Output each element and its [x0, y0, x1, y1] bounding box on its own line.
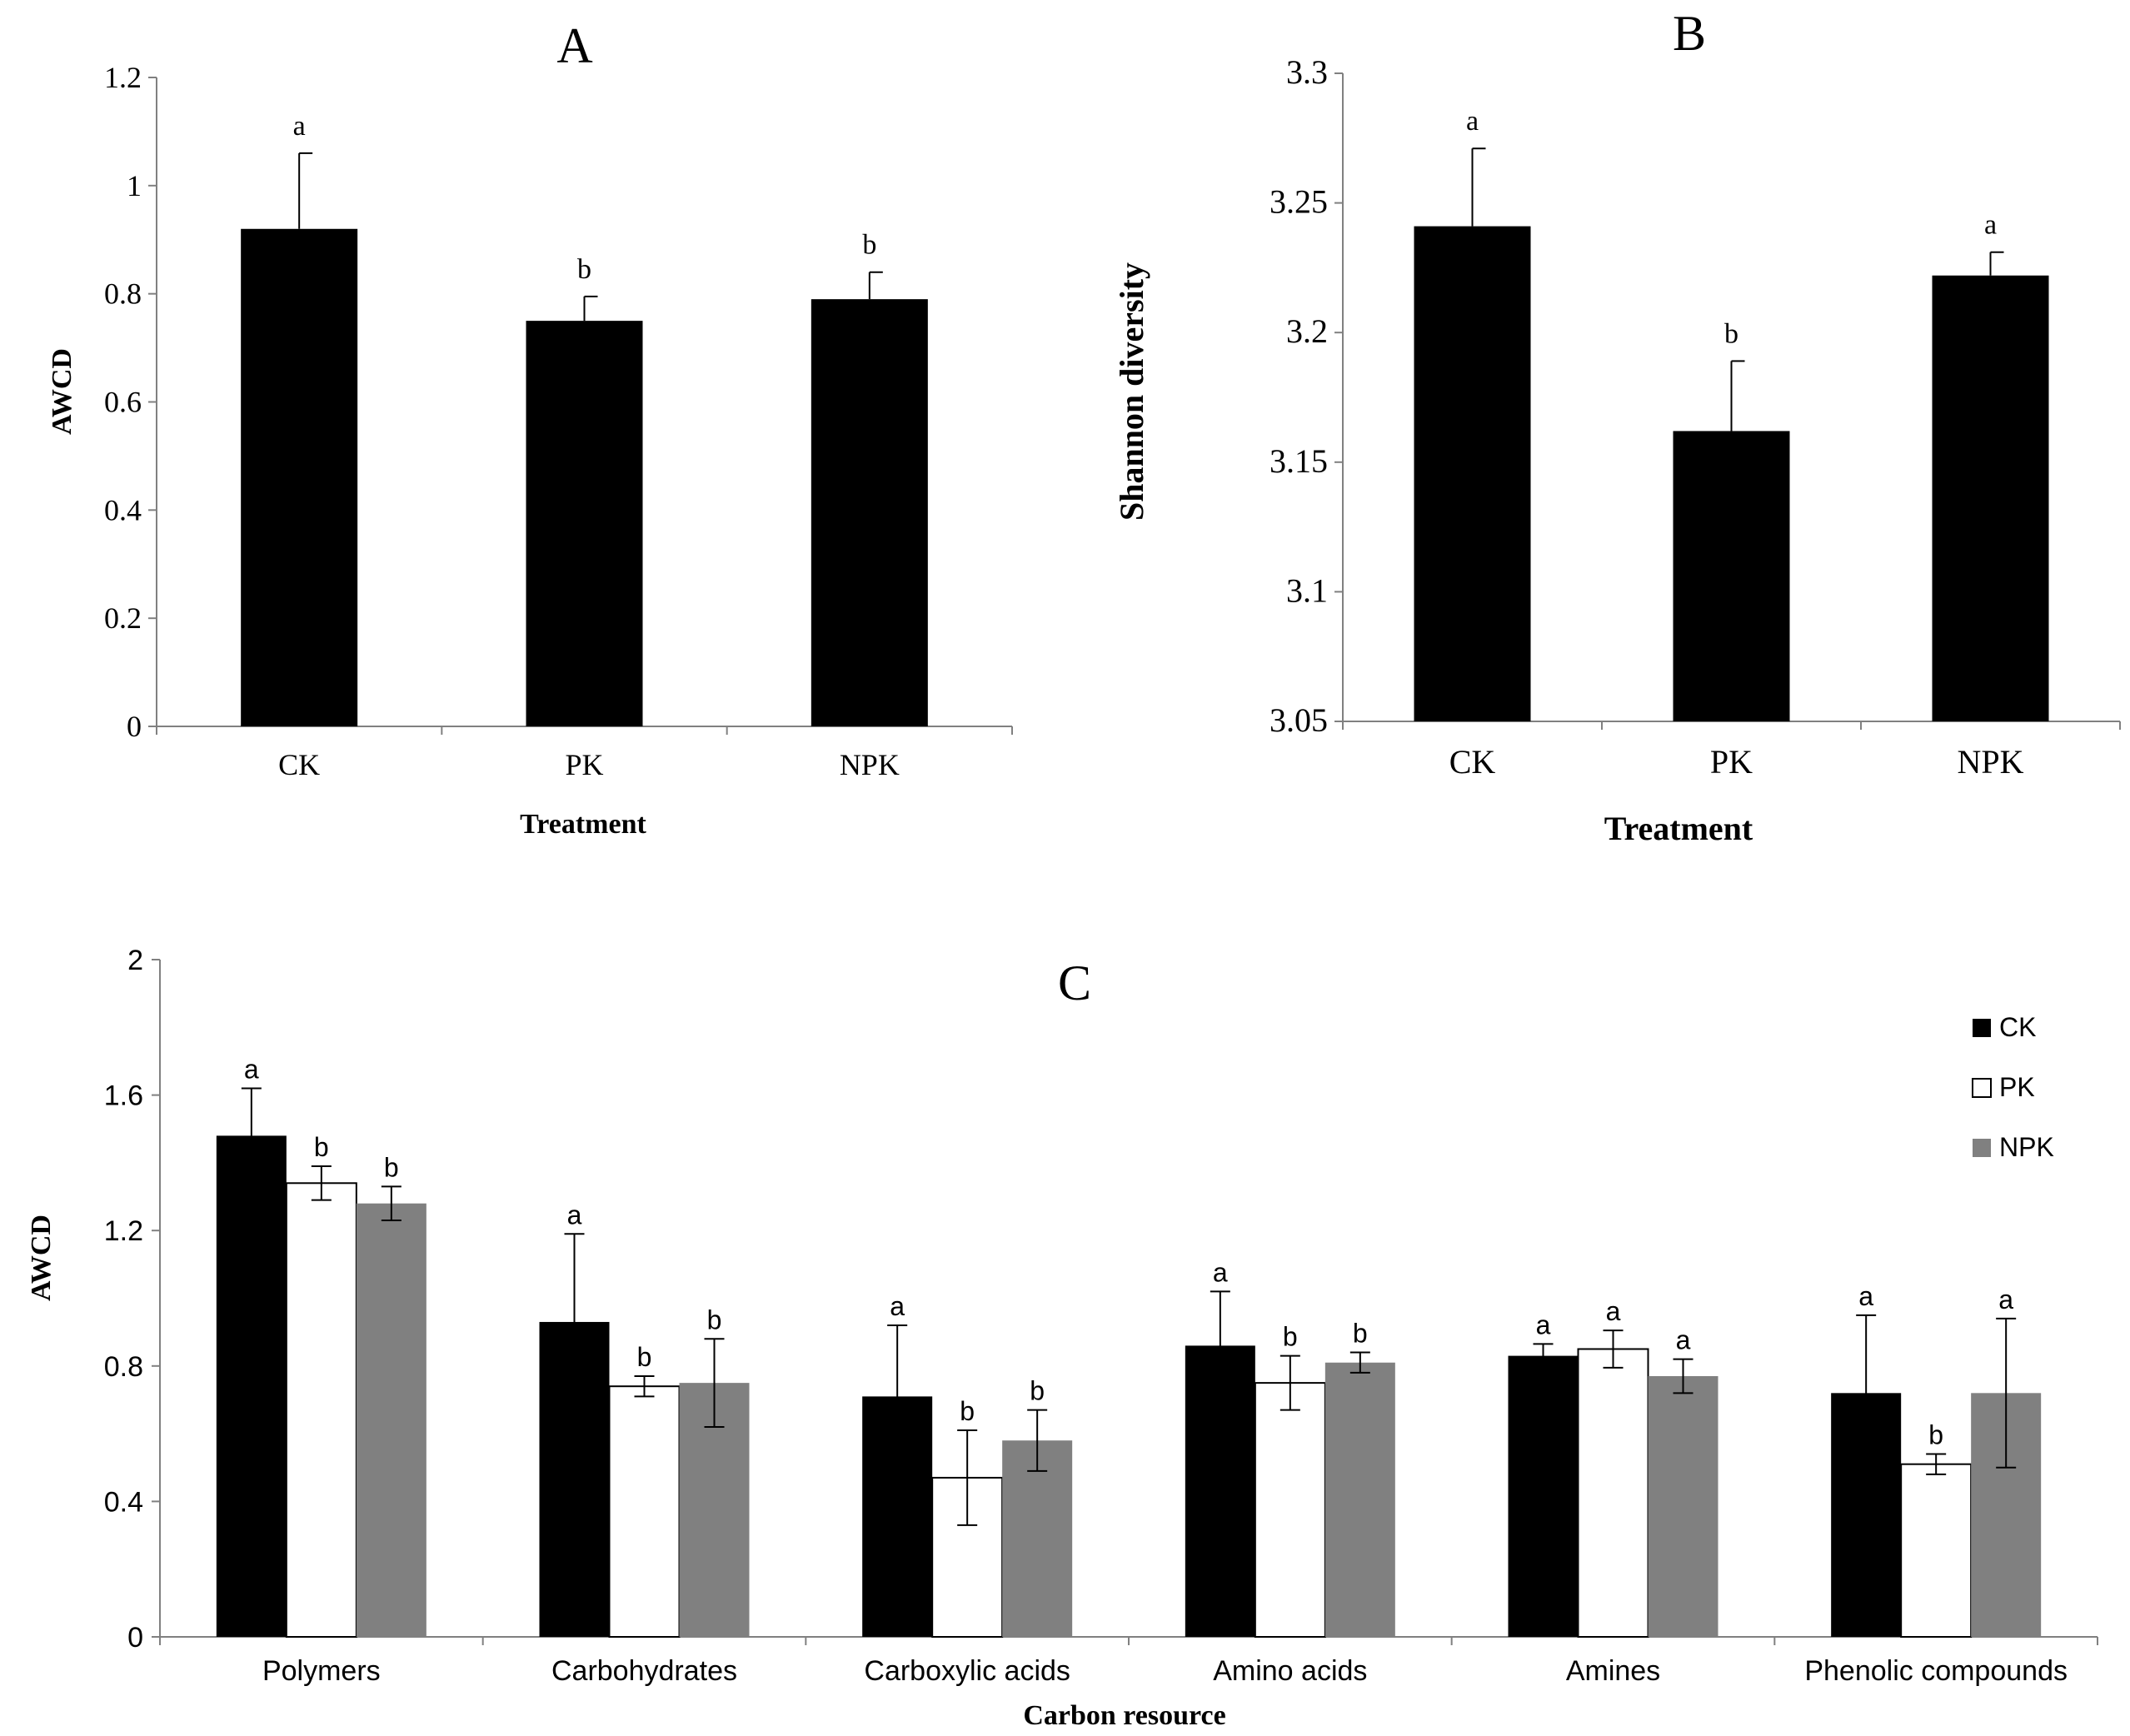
bar-pk [1254, 1382, 1326, 1638]
x-tick-label: PK [565, 748, 603, 781]
legend-label-pk: PK [1999, 1072, 2035, 1102]
panel-a-title: A [556, 18, 592, 73]
bar-npk [1002, 1440, 1073, 1637]
significance-label: b [577, 254, 591, 285]
significance-label: b [637, 1342, 652, 1372]
significance-label: a [293, 111, 306, 142]
bar-pk [1673, 431, 1790, 721]
bar-npk [356, 1203, 426, 1637]
y-tick-label: 0.4 [104, 1486, 143, 1518]
significance-label: b [1928, 1419, 1943, 1449]
legend-label-ck: CK [1999, 1012, 2036, 1042]
significance-label: a [1606, 1296, 1621, 1326]
panel-c: C Carbon resource AWCD CK PK NPK 0 0.4 0.8 1.… [26, 945, 2098, 1731]
legend-swatch-ck [1973, 1019, 1991, 1037]
significance-label: a [244, 1054, 259, 1084]
panel-c-title: C [1058, 955, 1091, 1010]
bar-pk [1900, 1463, 1973, 1639]
y-tick-label: 0 [127, 710, 142, 743]
significance-label: a [1466, 106, 1479, 137]
significance-label: a [1998, 1285, 2013, 1314]
y-tick-label: 1 [127, 169, 142, 202]
significance-label: b [1353, 1319, 1368, 1349]
significance-label: a [1676, 1325, 1691, 1355]
y-tick-label: 3.2 [1286, 312, 1328, 350]
panel-b: B Treatment Shannon diversity 3.05 3.1 3.1… [1113, 6, 2121, 847]
y-tick-label: 3.1 [1286, 571, 1328, 609]
x-tick-label: PK [1710, 743, 1753, 781]
x-tick-label: NPK [840, 748, 900, 781]
x-tick-label: CK [1449, 743, 1496, 781]
x-tick-label: Carboxylic acids [864, 1655, 1070, 1687]
panel-a: A Treatment AWCD 0 0.2 0.4 0.6 0.8 1 1.2 a CK b PK… [47, 18, 1013, 840]
significance-label: b [707, 1304, 722, 1334]
significance-label: b [1724, 318, 1738, 349]
y-tick-label: 1.2 [104, 1215, 143, 1247]
x-tick-label: Polymers [262, 1655, 381, 1687]
bar-ck [1508, 1355, 1579, 1637]
bar-npk [1932, 275, 2049, 722]
x-tick-label: CK [278, 748, 320, 781]
bar-pk [526, 321, 643, 726]
y-tick-label: 1.6 [104, 1080, 143, 1112]
y-tick-label: 3.15 [1270, 442, 1328, 480]
significance-label: a [1984, 210, 1997, 241]
panel-a-x-label: Treatment [520, 809, 646, 840]
bar-pk [608, 1385, 681, 1638]
bar-ck [1414, 226, 1531, 721]
bar-npk [1324, 1362, 1395, 1637]
x-tick-label: Phenolic compounds [1804, 1655, 2068, 1687]
bar-npk [1648, 1375, 1718, 1637]
bar-ck [241, 228, 358, 726]
y-tick-label: 0.8 [104, 1351, 143, 1383]
y-tick-label: 0.6 [104, 386, 142, 419]
legend-swatch-npk [1973, 1139, 1991, 1157]
significance-label: a [890, 1291, 905, 1321]
significance-label: b [1283, 1322, 1298, 1352]
y-tick-label: 3.3 [1286, 53, 1328, 91]
panel-b-x-label: Treatment [1604, 810, 1753, 847]
panel-c-y-label: AWCD [26, 1215, 57, 1301]
x-tick-label: Carbohydrates [551, 1655, 737, 1687]
y-tick-label: 1.2 [104, 61, 142, 94]
y-tick-label: 0.2 [104, 601, 142, 635]
significance-label: b [384, 1152, 399, 1182]
y-tick-label: 0.4 [104, 493, 142, 526]
panel-c-legend: CK PK NPK [1972, 1012, 2054, 1162]
x-tick-label: Amino acids [1213, 1655, 1367, 1687]
panel-b-title: B [1673, 6, 1706, 61]
significance-label: a [1213, 1257, 1228, 1287]
significance-label: b [862, 230, 876, 261]
x-tick-label: Amines [1566, 1655, 1660, 1687]
bar-ck [216, 1135, 287, 1637]
significance-label: a [1858, 1281, 1873, 1311]
legend-swatch-pk [1972, 1078, 1992, 1098]
bar-pk [1577, 1348, 1649, 1638]
panel-c-x-label: Carbon resource [1023, 1700, 1225, 1731]
significance-label: a [1536, 1309, 1551, 1339]
y-tick-label: 0.8 [104, 277, 142, 311]
panel-a-y-label: AWCD [47, 348, 77, 435]
y-tick-label: 3.25 [1270, 183, 1328, 221]
y-tick-label: 3.05 [1270, 701, 1328, 739]
significance-label: a [567, 1200, 582, 1230]
bar-pk [285, 1182, 357, 1639]
y-tick-label: 2 [127, 945, 143, 976]
significance-label: b [960, 1396, 975, 1426]
bar-npk [811, 299, 928, 726]
y-tick-label: 0 [127, 1622, 143, 1654]
panel-b-y-label: Shannon diversity [1113, 262, 1150, 521]
significance-label: b [314, 1132, 329, 1162]
significance-label: b [1030, 1376, 1045, 1406]
x-tick-label: NPK [1957, 743, 2023, 781]
legend-label-npk: NPK [1999, 1132, 2054, 1162]
